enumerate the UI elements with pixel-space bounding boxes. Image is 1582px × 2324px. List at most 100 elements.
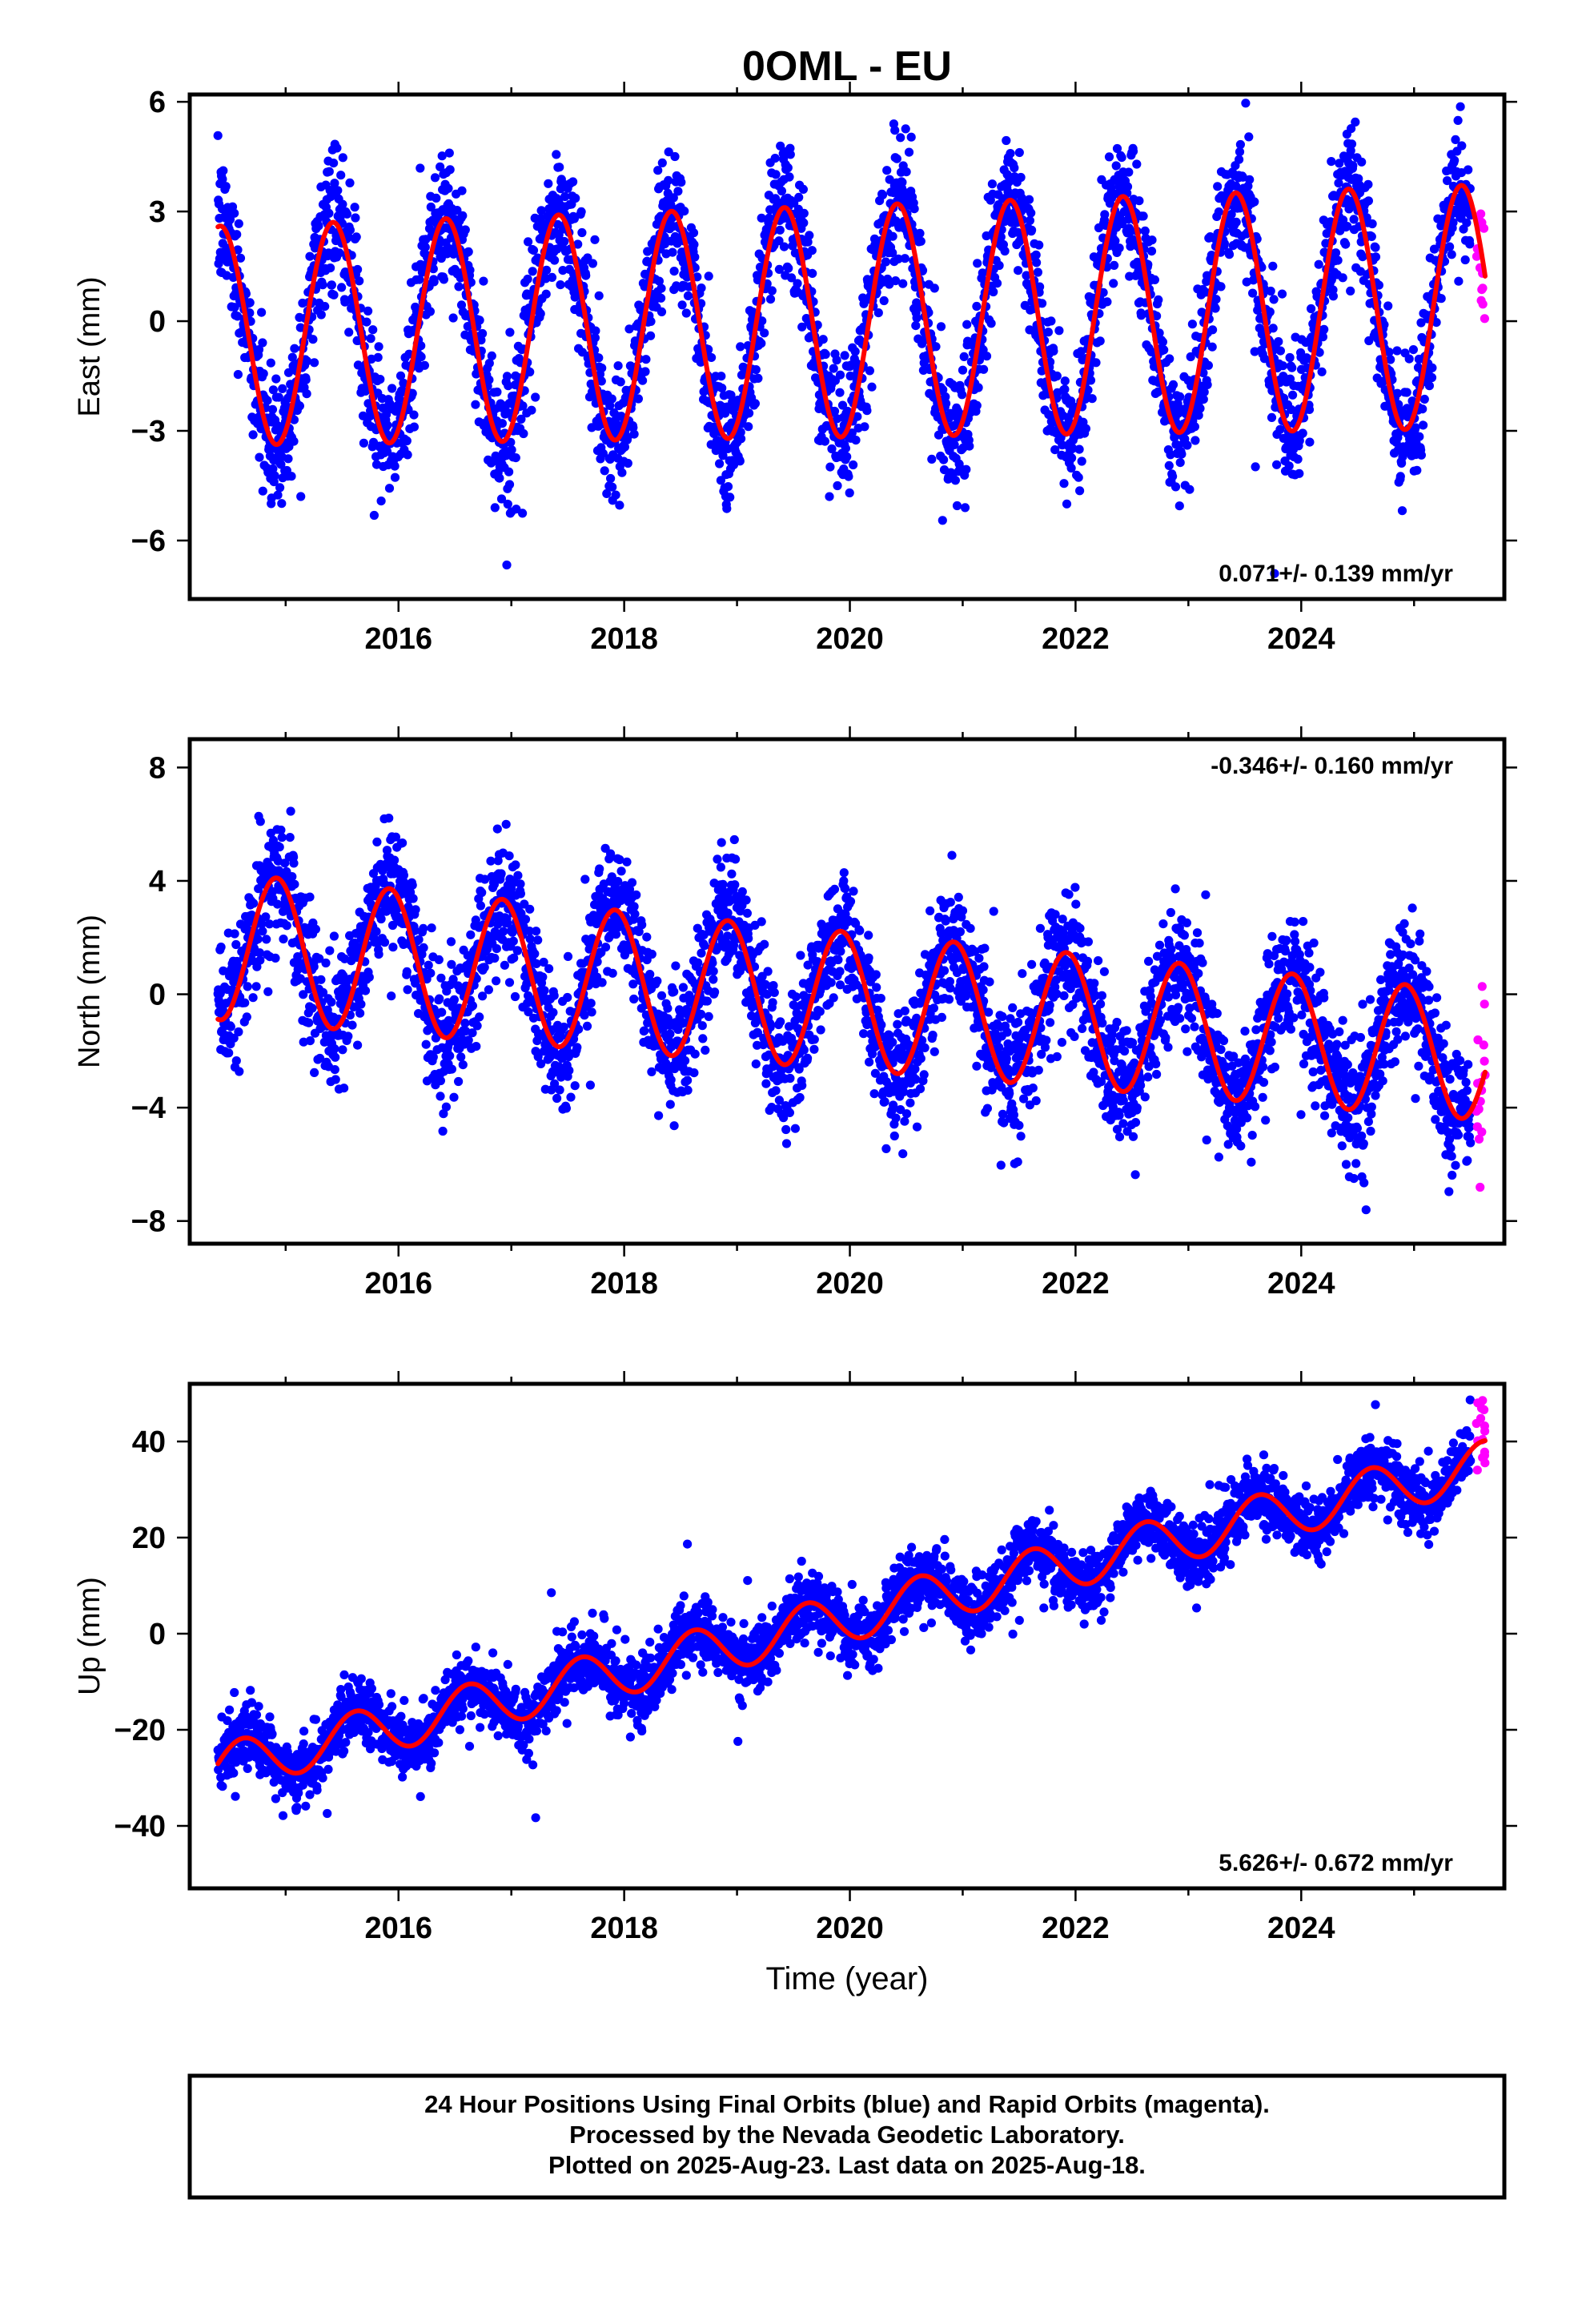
final-point	[289, 858, 299, 868]
final-point	[960, 503, 970, 513]
final-point	[629, 994, 639, 1004]
final-point	[1443, 176, 1452, 186]
final-point	[542, 265, 552, 275]
final-point	[536, 206, 546, 215]
final-point	[722, 504, 732, 513]
final-point	[1170, 482, 1181, 492]
final-point	[273, 490, 283, 500]
final-point	[371, 927, 381, 936]
final-point	[215, 988, 225, 998]
panel-frame	[187, 92, 1507, 601]
final-point	[1285, 352, 1295, 363]
final-point	[307, 1003, 317, 1013]
final-point	[851, 436, 861, 445]
final-point	[416, 163, 425, 173]
final-point	[704, 271, 713, 281]
final-point	[1351, 117, 1360, 127]
final-point	[992, 279, 1002, 288]
final-point	[372, 837, 382, 846]
final-point	[1154, 328, 1164, 338]
rapid-point	[1477, 285, 1487, 295]
final-point	[760, 328, 769, 338]
final-point	[901, 124, 910, 134]
final-point	[510, 991, 520, 1002]
final-point	[1043, 328, 1053, 337]
final-point	[1464, 165, 1473, 175]
final-point	[449, 1092, 459, 1102]
final-point	[296, 492, 306, 501]
final-point	[825, 462, 835, 472]
final-point	[258, 927, 267, 936]
y-tick-label: 3	[149, 195, 166, 229]
final-point	[989, 287, 998, 297]
final-point	[1203, 360, 1213, 370]
final-point	[616, 412, 626, 421]
final-point	[277, 499, 287, 509]
final-point	[382, 409, 391, 420]
final-point	[757, 339, 766, 348]
final-point	[330, 1044, 339, 1054]
final-point	[224, 1048, 234, 1058]
final-point	[1081, 424, 1090, 433]
final-point	[630, 909, 640, 919]
final-point	[665, 1029, 675, 1039]
final-point	[853, 412, 862, 421]
final-point	[1059, 479, 1069, 489]
y-axis-label: East (mm)	[73, 276, 106, 416]
final-point	[938, 516, 947, 525]
final-point	[608, 968, 617, 978]
final-point	[576, 207, 586, 216]
final-point	[290, 879, 299, 889]
final-point	[577, 348, 588, 357]
final-point	[1251, 462, 1260, 472]
final-point	[587, 1007, 596, 1017]
final-point	[1191, 436, 1200, 445]
final-point	[458, 211, 468, 220]
final-point	[435, 994, 444, 1003]
final-point	[561, 1104, 572, 1113]
final-point	[680, 207, 689, 216]
final-point	[1451, 135, 1460, 144]
final-point	[1027, 225, 1037, 235]
final-point	[274, 392, 283, 402]
final-point	[821, 420, 832, 431]
final-point	[1168, 380, 1178, 389]
final-point	[1436, 294, 1446, 304]
final-point	[735, 456, 745, 466]
final-point	[1140, 226, 1150, 235]
final-point	[745, 408, 754, 418]
final-point	[568, 177, 578, 187]
final-point	[1392, 388, 1402, 398]
final-point	[362, 317, 371, 327]
final-point	[1224, 250, 1235, 259]
final-point	[1054, 326, 1064, 336]
final-point	[927, 454, 937, 464]
final-point	[525, 934, 535, 943]
final-point	[1208, 325, 1218, 335]
final-point	[1374, 280, 1383, 290]
final-point	[1199, 368, 1208, 378]
final-point	[399, 378, 408, 388]
final-point	[496, 869, 506, 879]
final-point	[1328, 292, 1338, 301]
final-point	[263, 987, 273, 996]
final-point	[465, 265, 475, 275]
final-point	[958, 390, 967, 400]
final-point	[1293, 454, 1303, 464]
final-point	[1175, 458, 1185, 468]
final-point	[775, 225, 785, 235]
final-point	[338, 199, 347, 209]
final-point	[314, 221, 323, 231]
final-point	[268, 385, 278, 395]
final-point	[419, 943, 428, 952]
final-point	[337, 283, 347, 292]
final-point	[523, 274, 532, 284]
final-point	[1091, 358, 1101, 368]
final-point	[1307, 304, 1316, 314]
final-point	[1379, 320, 1389, 329]
final-point	[737, 370, 747, 380]
final-point	[547, 272, 557, 282]
final-point	[821, 349, 830, 360]
final-point	[1275, 346, 1285, 356]
final-point	[528, 246, 539, 255]
